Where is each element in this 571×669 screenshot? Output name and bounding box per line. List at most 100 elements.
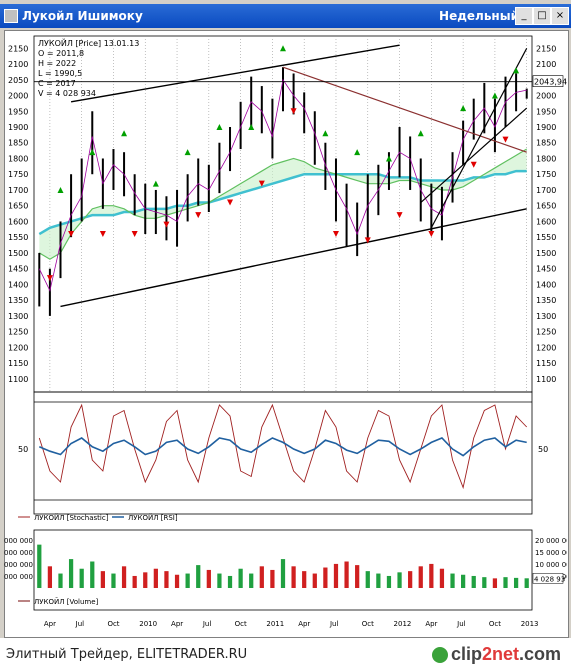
volume-bar [376,573,381,588]
price-tick-label-left: 1350 [8,296,28,305]
close-button[interactable]: × [551,7,569,25]
last-price-box [532,75,564,87]
sell-signal-arrow [290,108,297,115]
price-tick-label-right: 1700 [536,186,556,195]
price-tick-label-left: 1450 [8,265,28,274]
footer: Элитный Трейдер, ELITETRADER.RU clip2net… [0,638,571,669]
channel-upper-line [70,44,400,103]
volume-bar [270,569,275,588]
price-tick-label-left: 1750 [8,170,28,179]
x-axis-month-label: Apr [425,620,437,628]
oscillator-tick-right: 50 [538,445,548,454]
period-label[interactable]: Недельный [439,9,519,23]
buy-signal-arrow [491,92,498,99]
price-tick-label-left: 1850 [8,139,28,148]
price-tick-label-left: 1600 [8,217,28,226]
volume-bar [365,571,370,588]
buy-signal-arrow [89,149,96,156]
buy-signal-arrow [417,130,424,137]
price-tick-label-right: 1900 [536,123,556,132]
volume-bar [513,577,519,588]
buy-signal-arrow [460,105,467,112]
price-tick-label-right: 1150 [536,359,556,368]
sell-signal-arrow [227,199,234,206]
volume-bar [312,573,317,588]
sell-signal-arrow [396,212,403,219]
price-tick-label-left: 1700 [8,186,28,195]
price-tick-label-right: 2100 [536,60,556,69]
price-tick-label-right: 1450 [536,265,556,274]
price-tick-label-right: 1600 [536,217,556,226]
price-tick-label-right: 1100 [536,375,556,384]
x-axis-month-label: 2011 [266,620,284,628]
maximize-button[interactable]: □ [533,7,551,25]
buy-signal-arrow [280,45,286,52]
x-axis-month-label: Oct [362,620,374,628]
price-tick-label-right: 1500 [536,249,556,258]
price-tick-label-left: 1900 [8,123,28,132]
price-tick-label-left: 1150 [8,359,28,368]
volume-bar [471,575,476,588]
volume-bar [58,573,63,588]
minimize-button[interactable]: _ [515,7,533,25]
x-axis-month-label: 2012 [394,620,412,628]
trend-up-line-2 [420,107,528,204]
price-tick-label-left: 1100 [8,375,28,384]
volume-bar [323,567,328,588]
sell-signal-arrow [46,275,53,282]
app-window: Лукойл Ишимоку Недельный _ □ × 1100 1100 1… [0,0,571,638]
price-tick-label-right: 2000 [536,92,556,101]
buy-signal-arrow [57,186,64,193]
x-axis-month-label: 2010 [139,620,157,628]
price-tick-label-right: 1950 [536,107,556,116]
oscillator-panel-frame [33,391,533,515]
last-volume-label: 4 028 93 [534,575,565,583]
trend-up-line-1 [430,48,528,229]
brand-tld: .com [518,644,561,664]
volume-bar [344,561,349,588]
x-axis-month-label: Jul [329,620,339,628]
volume-bar [100,571,105,588]
volume-bar [439,568,445,588]
volume-bar [450,573,455,588]
volume-bar [482,577,487,588]
volume-bar [90,561,95,588]
volume-bar [111,573,116,588]
volume-panel-frame [33,529,533,611]
app-icon [4,9,18,23]
volume-bar [153,568,158,588]
volume-bar [524,578,529,588]
brand-logo-icon [431,647,448,664]
channel-lower-line [60,208,527,308]
buy-signal-arrow [513,67,520,74]
volume-bar [227,575,233,588]
price-info-line: C = 2017 [38,79,76,88]
price-tick-label-left: 1300 [8,312,28,321]
volume-tick-left: 000 000 [4,537,33,545]
kumo-cloud [39,149,527,260]
buy-signal-arrow [121,130,128,137]
buy-signal-arrow [152,180,159,187]
price-tick-label-left: 1500 [8,249,28,258]
window-title: Лукойл Ишимоку [22,9,143,23]
price-tick-label-left: 1650 [8,202,28,211]
x-axis-month-label: Oct [235,620,247,628]
buy-signal-arrow [216,124,223,130]
volume-bar [238,568,243,588]
volume-tick-right: 20 000 000 [535,537,567,545]
volume-bar [196,565,201,588]
buy-signal-arrow [248,124,255,130]
volume-bar [302,571,307,588]
x-axis-month-label: Apr [44,620,56,628]
stochastic-legend-label: ЛУКОЙЛ [Stochastic] [34,513,109,522]
volume-tick-left: 000 000 [4,573,33,581]
sell-signal-arrow [195,212,202,219]
sell-signal-arrow [99,231,106,238]
price-tick-label-left: 1800 [8,154,28,163]
price-info-line: H = 2022 [38,59,76,68]
volume-bar [185,573,190,588]
volume-bar [461,574,466,588]
x-axis-month-label: Jul [202,620,212,628]
volume-bar [386,575,392,588]
sell-signal-arrow [470,161,477,168]
